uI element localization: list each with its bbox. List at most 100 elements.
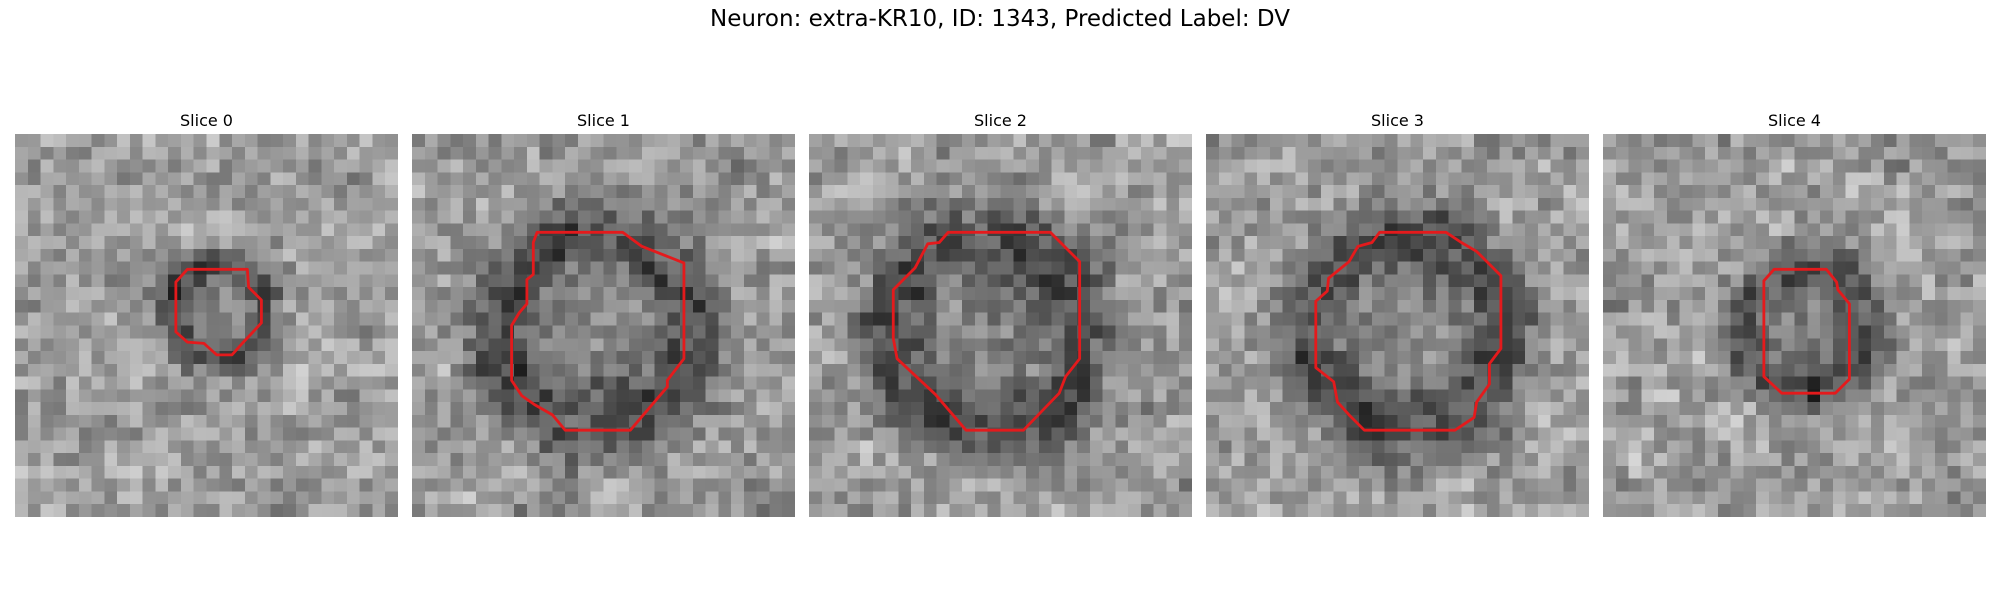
- pixel: [1038, 236, 1052, 250]
- pixel: [821, 210, 835, 224]
- pixel: [488, 185, 502, 199]
- pixel: [1346, 376, 1360, 390]
- pixel: [1705, 146, 1719, 160]
- pixel: [1013, 134, 1027, 148]
- pixel: [334, 274, 348, 288]
- pixel: [769, 185, 783, 199]
- pixel: [565, 325, 579, 339]
- pixel: [463, 376, 477, 390]
- pixel: [1486, 325, 1500, 339]
- pixel: [1832, 363, 1846, 377]
- pixel: [1410, 172, 1424, 186]
- pixel: [1140, 287, 1154, 301]
- pixel: [1512, 274, 1526, 288]
- pixel: [1089, 414, 1103, 428]
- pixel: [769, 236, 783, 250]
- pixel: [1102, 210, 1116, 224]
- pixel: [78, 325, 92, 339]
- pixel: [1909, 427, 1923, 441]
- pixel: [834, 185, 848, 199]
- pixel: [372, 134, 386, 148]
- pixel: [641, 465, 655, 479]
- pixel: [1820, 299, 1834, 313]
- pixel: [1550, 146, 1564, 160]
- pixel: [667, 236, 681, 250]
- pixel: [1218, 478, 1232, 492]
- pixel: [949, 210, 963, 224]
- pixel: [692, 376, 706, 390]
- pixel: [1807, 325, 1821, 339]
- pixel: [743, 223, 757, 237]
- pixel: [1140, 465, 1154, 479]
- pixel: [117, 453, 131, 467]
- pixel: [1153, 491, 1167, 505]
- pixel: [616, 504, 630, 517]
- pixel: [629, 261, 643, 275]
- pixel: [91, 274, 105, 288]
- pixel: [283, 338, 297, 352]
- pixel: [1615, 134, 1629, 148]
- pixel: [1000, 185, 1014, 199]
- pixel: [219, 287, 233, 301]
- pixel: [1423, 491, 1437, 505]
- pixel: [1295, 338, 1309, 352]
- pixel: [1730, 325, 1744, 339]
- pixel: [1140, 453, 1154, 467]
- pixel: [1179, 478, 1192, 492]
- pixel: [1654, 159, 1668, 173]
- pixel: [142, 363, 156, 377]
- pixel: [860, 185, 874, 199]
- pixel: [1794, 504, 1808, 517]
- pixel: [1858, 363, 1872, 377]
- pixel: [346, 312, 360, 326]
- pixel: [782, 261, 795, 275]
- pixel: [1922, 338, 1936, 352]
- pixel: [962, 440, 976, 454]
- pixel: [1820, 478, 1834, 492]
- pixel: [1038, 453, 1052, 467]
- pixel: [1883, 363, 1897, 377]
- pixel: [1410, 402, 1424, 416]
- pixel: [1730, 440, 1744, 454]
- pixel: [1832, 465, 1846, 479]
- pixel: [629, 223, 643, 237]
- pixel: [590, 312, 604, 326]
- pixel: [27, 427, 41, 441]
- pixel: [1051, 427, 1065, 441]
- pixel: [1756, 248, 1770, 262]
- pixel: [104, 478, 118, 492]
- pixel: [821, 363, 835, 377]
- pixel: [1641, 363, 1655, 377]
- pixel: [603, 172, 617, 186]
- panel: Slice 0: [15, 108, 398, 517]
- pixel: [91, 376, 105, 390]
- pixel: [206, 465, 220, 479]
- pixel: [1525, 261, 1539, 275]
- pixel: [385, 338, 398, 352]
- pixel: [590, 197, 604, 211]
- pixel: [463, 389, 477, 403]
- pixel: [219, 338, 233, 352]
- pixel: [962, 351, 976, 365]
- pixel: [1743, 248, 1757, 262]
- pixel: [692, 363, 706, 377]
- pixel: [1820, 402, 1834, 416]
- pixel: [1320, 185, 1334, 199]
- pixel: [308, 478, 322, 492]
- pixel: [1346, 197, 1360, 211]
- pixel: [15, 197, 29, 211]
- pixel: [232, 414, 246, 428]
- pixel: [463, 453, 477, 467]
- pixel: [385, 504, 398, 517]
- pixel: [769, 389, 783, 403]
- pixel: [142, 159, 156, 173]
- pixel: [1922, 210, 1936, 224]
- pixel: [577, 287, 591, 301]
- pixel: [1947, 504, 1961, 517]
- pixel: [1845, 210, 1859, 224]
- pixel: [743, 134, 757, 148]
- pixel: [1000, 338, 1014, 352]
- pixel: [769, 376, 783, 390]
- pixel: [1807, 185, 1821, 199]
- pixel: [257, 491, 271, 505]
